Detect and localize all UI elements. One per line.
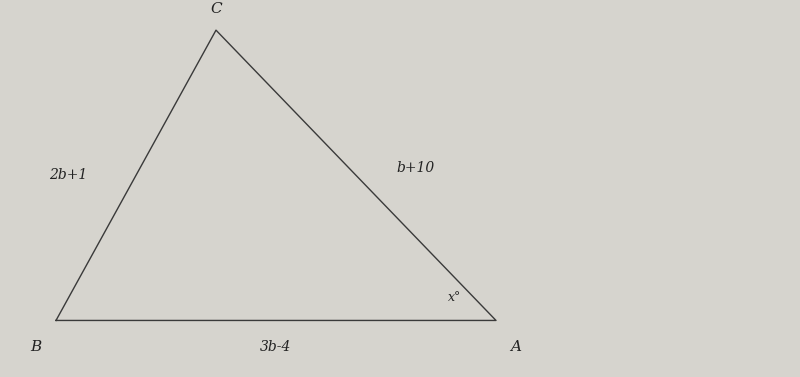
Text: x°: x° — [448, 291, 461, 304]
Text: B: B — [30, 340, 42, 354]
Text: A: A — [510, 340, 522, 354]
Text: b+10: b+10 — [397, 161, 435, 175]
Text: 3b-4: 3b-4 — [260, 340, 292, 354]
Text: 2b+1: 2b+1 — [49, 168, 87, 182]
Text: C: C — [210, 2, 222, 17]
